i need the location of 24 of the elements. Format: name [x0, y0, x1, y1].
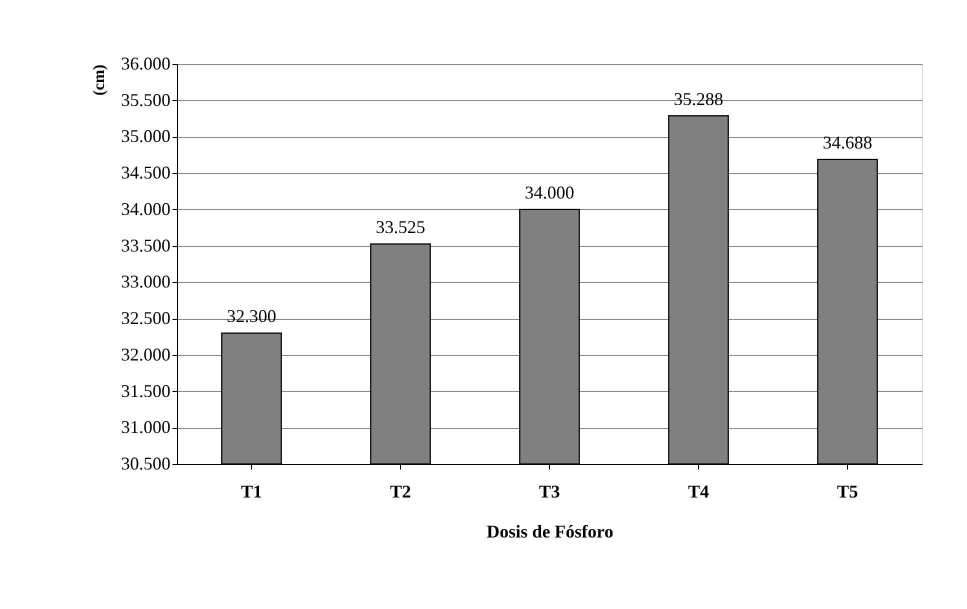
y-axis-title: (cm) [91, 64, 108, 96]
y-tick-label: 30.500 [121, 454, 170, 474]
y-tick-label: 36.000 [121, 54, 170, 74]
y-tick-label: 33.000 [121, 272, 170, 292]
y-tick-label: 35.500 [121, 90, 170, 110]
x-tick-label: T1 [240, 482, 262, 502]
data-label: 33.525 [376, 217, 426, 237]
x-axis-title: Dosis de Fósforo [486, 522, 614, 542]
y-tick-label: 35.000 [121, 126, 170, 146]
y-tick-label: 32.000 [121, 344, 170, 364]
y-tick-label: 31.500 [121, 380, 170, 401]
y-tick-label: 31.000 [121, 417, 170, 438]
y-tick-label: 32.500 [121, 308, 170, 328]
y-tick-label: 33.500 [121, 235, 170, 256]
y-tick-label: 34.500 [121, 162, 170, 183]
data-label: 34.000 [524, 182, 574, 202]
data-label: 32.300 [226, 306, 276, 326]
data-label: 34.688 [822, 132, 872, 152]
data-label: 35.288 [674, 88, 724, 109]
y-tick-label: 34.000 [121, 198, 170, 219]
x-tick-label: T5 [836, 482, 858, 502]
x-tick-label: T4 [688, 482, 710, 502]
x-tick-label: T3 [538, 482, 560, 502]
x-tick-label: T2 [390, 482, 412, 502]
